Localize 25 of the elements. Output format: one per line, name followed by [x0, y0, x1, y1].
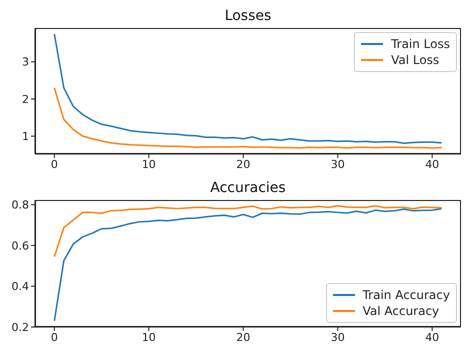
legend-label: Val Accuracy	[362, 304, 440, 318]
x-tick-label: 20	[236, 330, 250, 344]
line-series	[54, 87, 442, 149]
x-tick-label: 0	[50, 330, 58, 344]
legend-label: Train Accuracy	[362, 288, 450, 302]
y-tick-label: 0.6	[12, 239, 29, 252]
legend-label: Val Loss	[391, 53, 440, 67]
y-tick-label: 3	[22, 56, 29, 69]
x-tick-label: 40	[425, 158, 440, 171]
line-series	[54, 204, 442, 258]
x-tick-label: 40	[425, 330, 440, 344]
x-tick-label: 10	[142, 330, 156, 344]
chart-title: Accuracies	[209, 180, 287, 196]
x-tick-label: 10	[142, 158, 156, 171]
x-tick-label: 30	[330, 330, 345, 344]
y-tick-label: 1	[22, 130, 29, 144]
x-tick-label: 0	[50, 158, 58, 171]
y-tick-label: 0.2	[12, 320, 29, 334]
chart-title: Losses	[224, 8, 272, 24]
x-tick-label: 30	[330, 158, 345, 171]
y-tick-label: 0.4	[12, 280, 29, 294]
y-tick-label: 0.8	[12, 198, 29, 212]
legend-label: Train Loss	[391, 37, 450, 51]
y-tick-label: 2	[22, 92, 29, 106]
x-tick-label: 20	[236, 158, 250, 171]
